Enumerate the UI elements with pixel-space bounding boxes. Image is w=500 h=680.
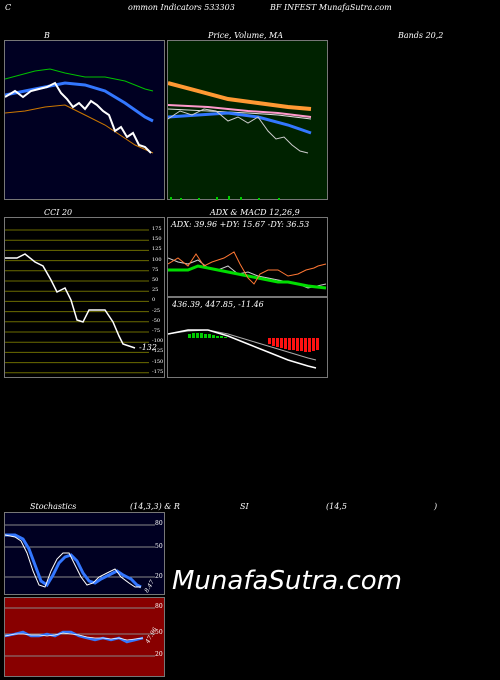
adx-chart (168, 251, 327, 290)
stoch-title-a: Stochastics (30, 502, 77, 511)
price-label: Price, Volume, MA (208, 31, 284, 40)
cci-tick-label: 25 (152, 287, 159, 294)
stoch-chart (5, 524, 155, 589)
cci-tick-label: 0 (152, 297, 156, 304)
price-chart (168, 81, 312, 200)
cci-tick-label: -150 (152, 358, 164, 365)
cci-tick-label: 100 (152, 256, 162, 263)
stoch-title-d: (14,5 (326, 502, 347, 511)
cci-tick-label: -100 (152, 338, 164, 345)
adx-title: ADX & MACD 12,26,9 (210, 208, 300, 217)
ma-pink-line (168, 104, 312, 118)
cci-tick-label: 150 (152, 236, 162, 243)
middle-band-line (5, 81, 154, 123)
ma-blue-line (168, 111, 312, 135)
cci-title: CCI 20 (44, 208, 73, 217)
stoch-k-line (5, 534, 141, 588)
macd-line (168, 329, 317, 369)
stoch-title-c: SI (240, 502, 249, 511)
ma-orange-line (168, 81, 312, 111)
bollinger-panel (4, 40, 165, 200)
macd-histogram-negative (268, 338, 319, 352)
price-close-line (168, 108, 309, 154)
rsi-panel: 80 50 20 47.96 (4, 597, 165, 677)
cci-tick-label: 75 (152, 266, 159, 273)
rsi-tick-80: 80 (155, 603, 163, 610)
stoch-tick-20: 20 (155, 573, 163, 580)
bands-label: B (44, 31, 50, 40)
rsi-tick-20: 20 (155, 651, 163, 658)
upper-band-line (5, 68, 154, 92)
stoch-tick-50: 50 (155, 543, 163, 550)
cci-tick-label: -125 (152, 348, 164, 355)
minus-dy-line (168, 264, 327, 290)
cci-tick-label: 175 (152, 226, 162, 232)
bands-label-right: Bands 20,2 (398, 31, 444, 40)
adx-text: ADX: 39.96 +DY: 15.67 -DY: 36.53 (171, 220, 310, 229)
cci-tick-label: -75 (152, 328, 161, 334)
price-line (5, 81, 152, 154)
price-panel (167, 40, 328, 200)
rsi-tick-50: 50 (155, 629, 163, 636)
stoch-title-e: ) (434, 502, 438, 511)
stoch-panel: 80 50 20 8.47 (4, 512, 165, 595)
cci-chart (5, 229, 149, 374)
cci-tick-label: -175 (152, 368, 164, 375)
cci-tick-label: -50 (152, 317, 161, 324)
cci-value: -132 (139, 343, 157, 352)
macd-histogram-positive (188, 333, 227, 338)
header-title: ommon Indicators 533303 (128, 3, 235, 12)
macd-text: 436.39, 447.85, -11.46 (172, 300, 264, 309)
adx-panel: ADX: 39.96 +DY: 15.67 -DY: 36.53 (167, 217, 328, 297)
bollinger-chart (5, 68, 154, 154)
cci-panel: 175 150 125 100 75 50 25 0 -25 -50 -75 -100 -125 -150… (4, 217, 165, 378)
cci-grid (5, 229, 149, 374)
header-site: BF INFEST MunafaSutra.com (270, 3, 392, 12)
watermark: MunafaSutra.com (172, 566, 403, 596)
rsi-white-line (5, 632, 144, 641)
stoch-tick-80: 80 (155, 520, 163, 527)
header-c: C (5, 3, 12, 12)
macd-chart (168, 329, 319, 369)
stoch-d-line (5, 533, 142, 589)
ma-white-line (168, 108, 312, 120)
macd-panel: 436.39, 447.85, -11.46 (167, 297, 328, 378)
cci-line (5, 253, 136, 349)
volume-bars (170, 196, 280, 200)
plus-dy-line (168, 251, 327, 285)
stoch-title-b: (14,3,3) & R (130, 502, 180, 511)
cci-tick-label: 125 (152, 246, 162, 253)
cci-tick-label: 50 (152, 277, 159, 283)
lower-band-line (5, 104, 154, 154)
cci-tick-label: -25 (152, 307, 161, 314)
rsi-chart (5, 607, 155, 657)
